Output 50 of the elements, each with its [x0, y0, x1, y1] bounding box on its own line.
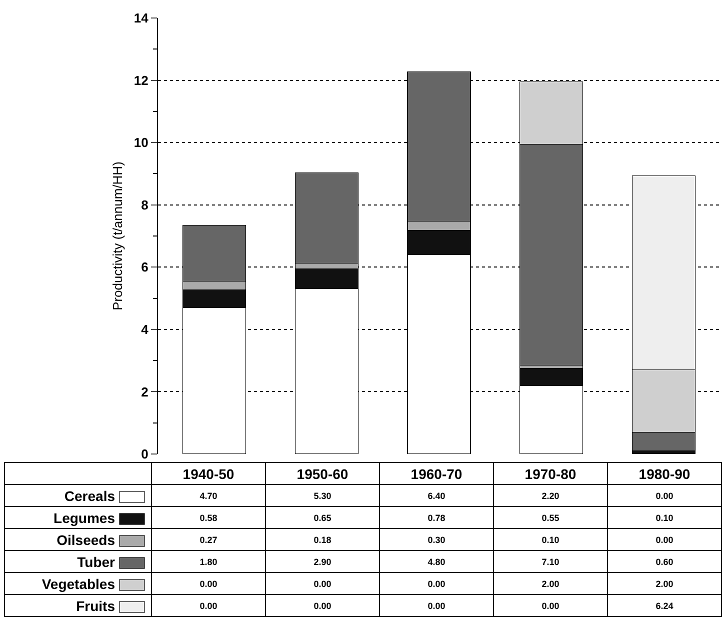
data-label: 0.00	[152, 594, 266, 616]
x-tick-label: 1970-80	[494, 462, 608, 484]
data-label: 5.30	[266, 484, 380, 506]
data-label: 0.55	[494, 506, 608, 528]
data-label: 6.40	[380, 484, 494, 506]
legend-label: Legumes	[4, 506, 152, 528]
legend-label: Oilseeds	[4, 528, 152, 550]
x-tick-label: 1940-50	[152, 462, 266, 484]
data-label: 2.90	[266, 550, 380, 572]
legend-label: Fruits	[4, 594, 152, 616]
data-label: 0.65	[266, 506, 380, 528]
data-label: 6.24	[608, 594, 722, 616]
data-label: 0.00	[266, 572, 380, 594]
y-axis-title: Productivity (t/annum/HH)	[110, 162, 125, 310]
y-tick-label: 8	[141, 197, 148, 212]
data-label: 0.00	[266, 594, 380, 616]
data-label: 4.70	[152, 484, 266, 506]
y-tick-label: 10	[134, 135, 148, 150]
data-label: 0.27	[152, 528, 266, 550]
y-tick-label: 4	[141, 322, 150, 337]
data-label: 0.00	[608, 528, 722, 550]
data-label: 0.00	[380, 572, 494, 594]
data-label: 1.80	[152, 550, 266, 572]
x-tick-label: 1960-70	[380, 462, 494, 484]
y-tick-label: 6	[141, 260, 148, 275]
data-label: 0.10	[494, 528, 608, 550]
data-label: 0.00	[608, 484, 722, 506]
legend-label: Vegetables	[4, 572, 152, 594]
legend-label: Cereals	[4, 484, 152, 506]
data-label: 0.00	[380, 594, 494, 616]
data-label: 7.10	[494, 550, 608, 572]
data-label: 0.18	[266, 528, 380, 550]
data-label: 0.78	[380, 506, 494, 528]
data-label: 0.58	[152, 506, 266, 528]
data-label: 0.60	[608, 550, 722, 572]
data-label: 0.10	[608, 506, 722, 528]
data-label: 4.80	[380, 550, 494, 572]
legend-label: Tuber	[4, 550, 152, 572]
x-tick-label: 1950-60	[266, 462, 380, 484]
data-label: 2.20	[494, 484, 608, 506]
data-label: 0.00	[152, 572, 266, 594]
y-tick-label: 0	[141, 446, 148, 462]
data-label: 0.30	[380, 528, 494, 550]
data-label: 0.00	[494, 594, 608, 616]
x-tick-label: 1980-90	[608, 462, 722, 484]
y-tick-label: 14	[134, 10, 150, 26]
data-label: 2.00	[608, 572, 722, 594]
y-tick-label: 2	[141, 384, 148, 400]
data-label: 2.00	[494, 572, 608, 594]
y-tick-label: 12	[134, 72, 148, 88]
